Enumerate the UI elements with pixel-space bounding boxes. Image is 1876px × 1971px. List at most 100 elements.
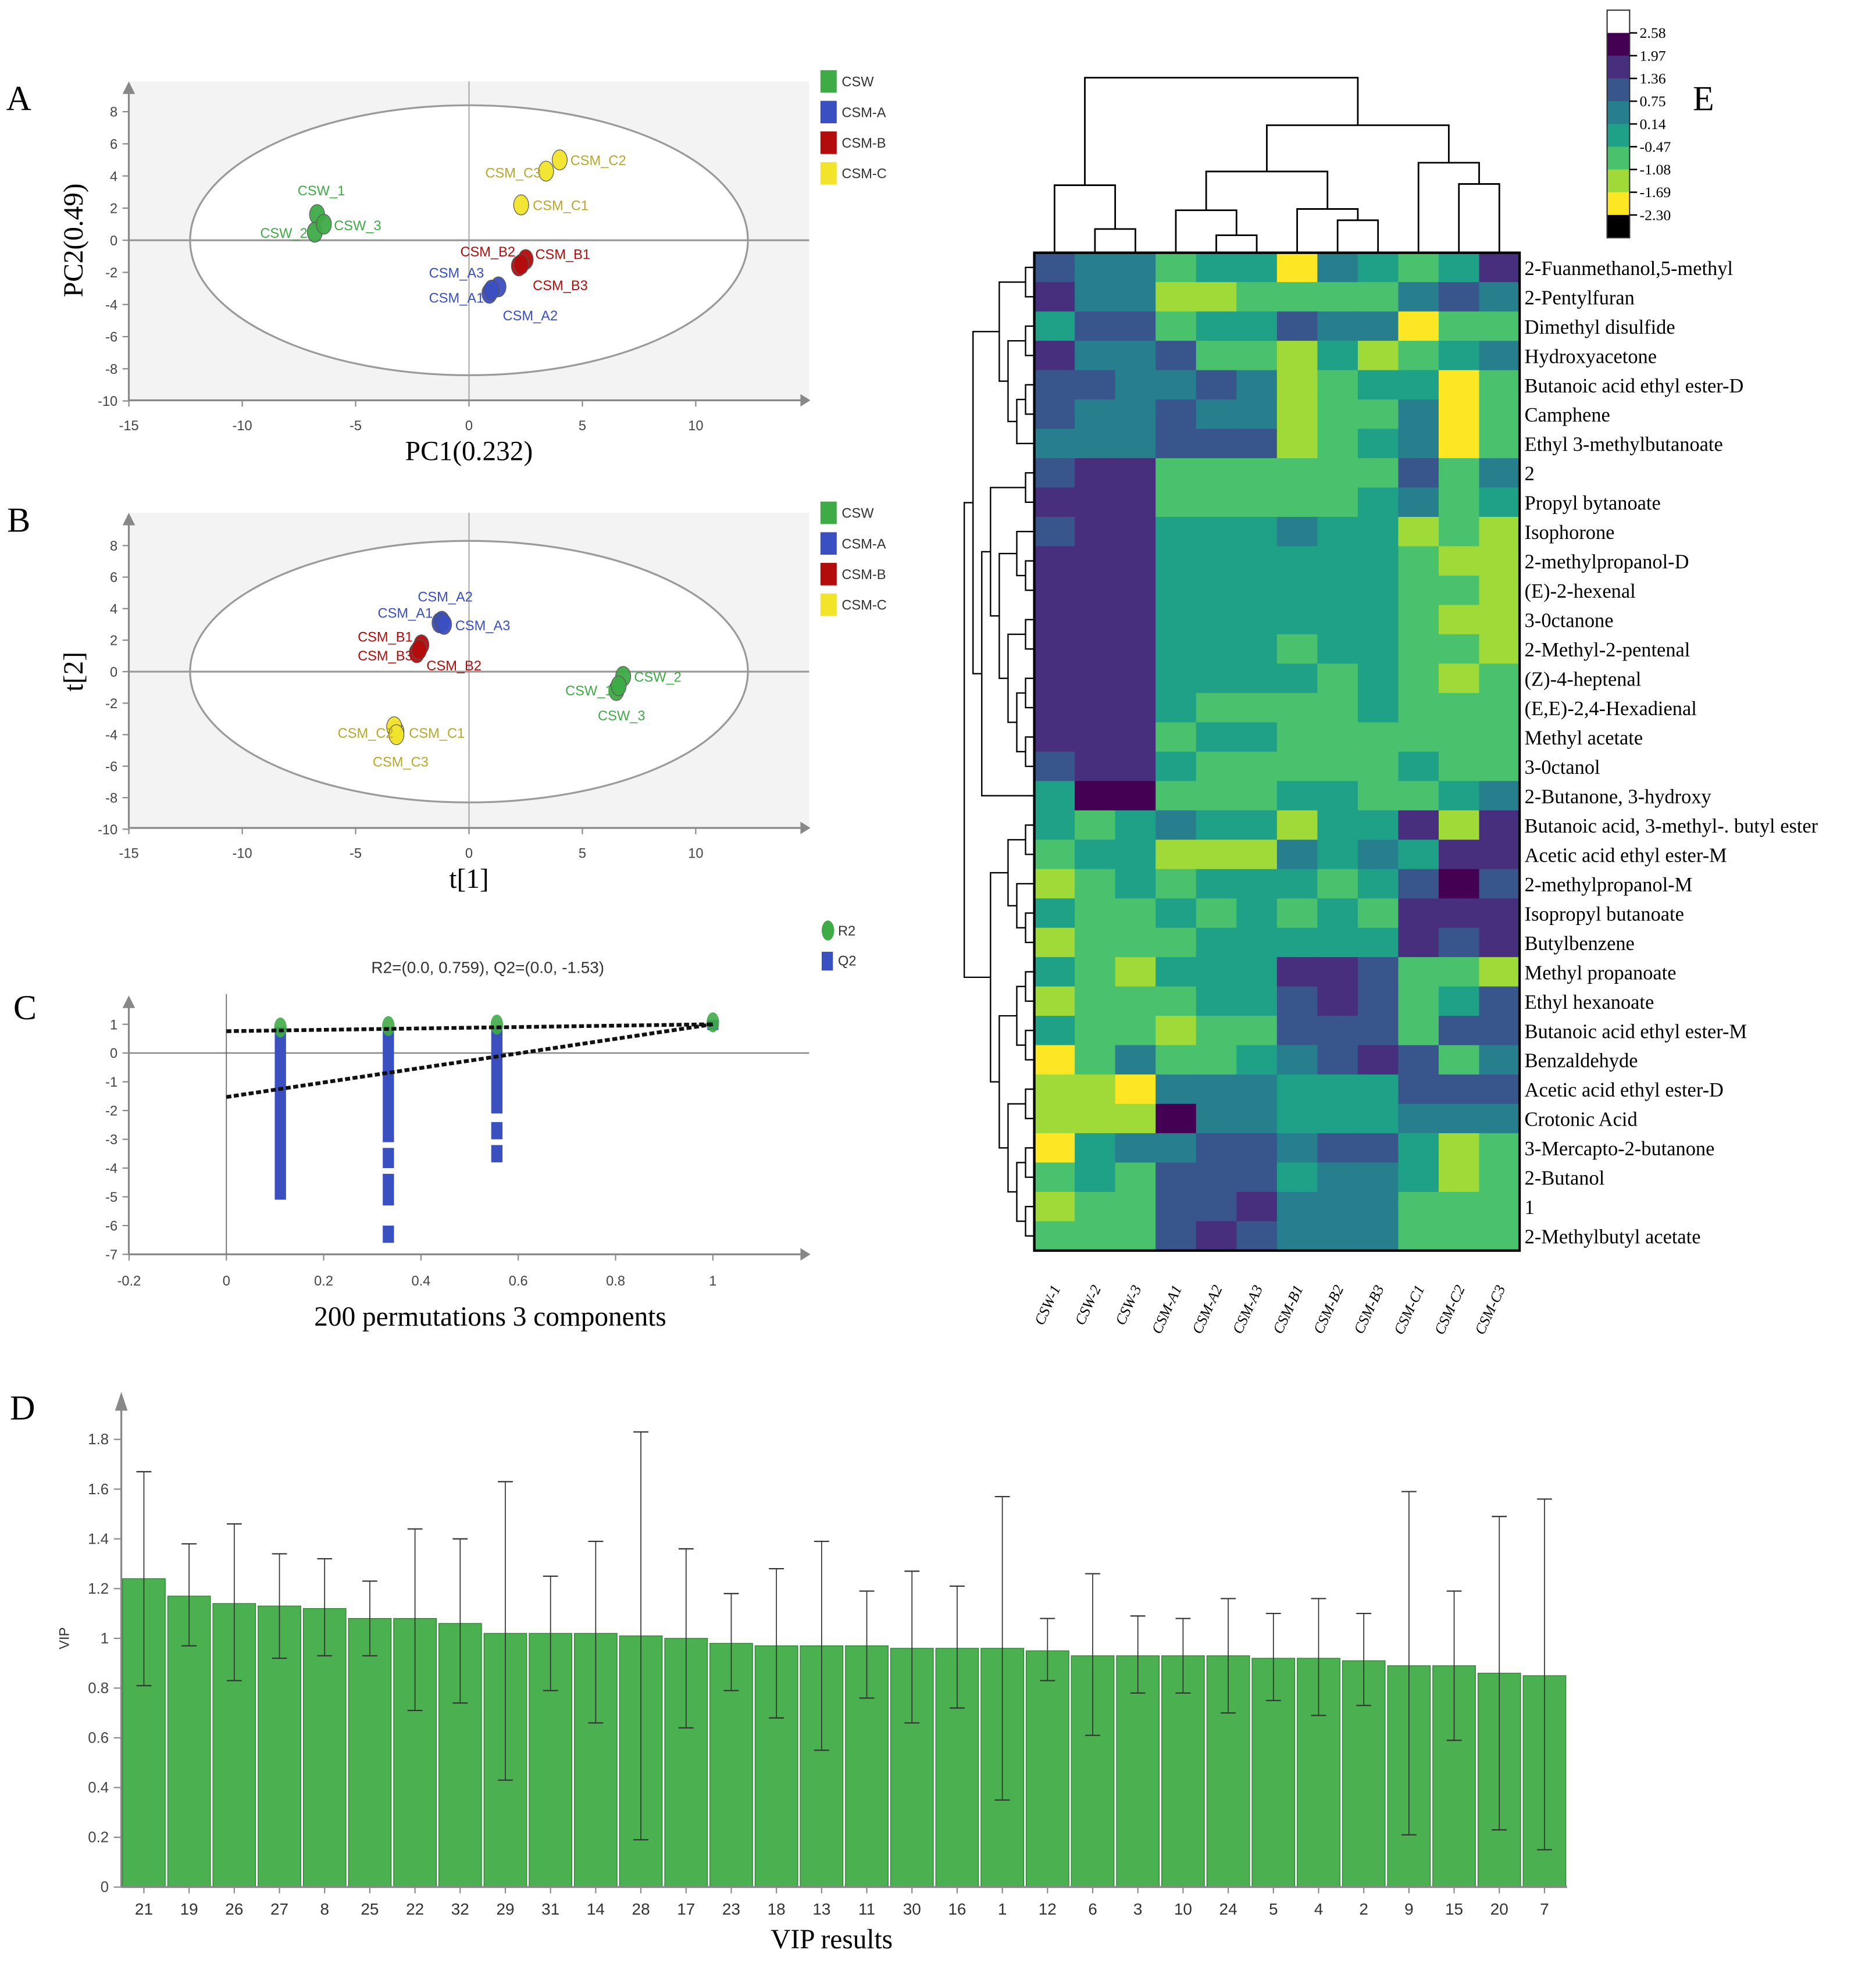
legend-label: CSM-B bbox=[841, 567, 886, 583]
heatmap-cell bbox=[1479, 1074, 1520, 1105]
column-dendrogram-link bbox=[1175, 209, 1237, 253]
heatmap-cell bbox=[1034, 370, 1075, 400]
row-label: 3-Mercapto-2-butanone bbox=[1525, 1138, 1715, 1160]
x-tick-label: 8 bbox=[320, 1900, 329, 1918]
heatmap-cell bbox=[1075, 898, 1116, 929]
row-dendrogram-link bbox=[990, 487, 1026, 617]
heatmap-cell bbox=[1276, 1045, 1318, 1075]
heatmap-cell bbox=[1115, 1104, 1157, 1134]
y-axis-arrow bbox=[122, 81, 135, 94]
heatmap-cell bbox=[1276, 370, 1318, 400]
heatmap-cell bbox=[1317, 1221, 1358, 1251]
heatmap-cell bbox=[1236, 898, 1278, 929]
heatmap-cell bbox=[1317, 575, 1358, 606]
heatmap-cell bbox=[1115, 840, 1157, 870]
q2-point-stack bbox=[274, 1027, 286, 1200]
column-dendrogram-link bbox=[1215, 234, 1258, 253]
colorbar-tick-label: -2.30 bbox=[1640, 206, 1671, 223]
heatmap-cell bbox=[1317, 722, 1358, 752]
row-label: 2-Methylbutyl acetate bbox=[1525, 1226, 1701, 1248]
heatmap-cell bbox=[1357, 370, 1399, 400]
x-tick-label: -5 bbox=[349, 419, 362, 434]
heatmap-cell bbox=[1155, 399, 1197, 430]
heatmap-cell bbox=[1276, 722, 1318, 752]
heatmap-cell bbox=[1438, 692, 1480, 723]
point-label: CSM_C3 bbox=[485, 166, 541, 181]
heatmap-cell bbox=[1276, 546, 1318, 576]
heatmap-cell bbox=[1034, 722, 1075, 752]
row-label: Camphene bbox=[1525, 404, 1610, 426]
row-label: (E)-2-hexenal bbox=[1525, 580, 1636, 602]
y-tick-label: 0 bbox=[101, 1879, 109, 1895]
heatmap-cell bbox=[1115, 399, 1157, 430]
y-tick-label: 8 bbox=[110, 105, 117, 120]
heatmap-cell bbox=[1438, 487, 1480, 517]
heatmap-cell bbox=[1438, 927, 1480, 958]
heatmap-cell bbox=[1276, 634, 1318, 665]
heatmap-cell bbox=[1115, 692, 1157, 723]
heatmap-cell bbox=[1075, 869, 1116, 899]
heatmap-cell bbox=[1115, 429, 1157, 459]
heatmap-cell bbox=[1196, 546, 1237, 576]
x-tick-label: 29 bbox=[496, 1900, 514, 1918]
heatmap-cell bbox=[1479, 722, 1520, 752]
heatmap-cell bbox=[1479, 957, 1520, 987]
heatmap-cell bbox=[1398, 751, 1439, 782]
data-point bbox=[611, 675, 627, 697]
heatmap-cell bbox=[1479, 487, 1520, 517]
heatmap-cell bbox=[1155, 840, 1197, 870]
heatmap-cell bbox=[1034, 986, 1075, 1016]
heatmap-cell bbox=[1236, 1104, 1278, 1134]
heatmap-cell bbox=[1357, 810, 1399, 841]
y-tick-label: -8 bbox=[105, 362, 117, 377]
heatmap-cell bbox=[1276, 1104, 1318, 1134]
heatmap-cell bbox=[1075, 1191, 1116, 1222]
row-dendrogram-link bbox=[1016, 1162, 1026, 1222]
heatmap-cell bbox=[1357, 1221, 1399, 1251]
point-label: CSM_A3 bbox=[455, 619, 511, 634]
heatmap-cell bbox=[1155, 252, 1197, 283]
y-tick-label: 0.6 bbox=[88, 1730, 109, 1747]
r2-point bbox=[382, 1016, 395, 1036]
heatmap-cell bbox=[1357, 898, 1399, 929]
row-dendrogram-link bbox=[1025, 912, 1035, 944]
heatmap-cell bbox=[1479, 869, 1520, 899]
heatmap-cell bbox=[1155, 927, 1197, 958]
x-tick-label: 5 bbox=[579, 419, 586, 434]
x-tick-label: -10 bbox=[232, 419, 252, 434]
heatmap-cell bbox=[1196, 429, 1237, 459]
heatmap-cell bbox=[1196, 986, 1237, 1016]
y-tick-label: -4 bbox=[105, 1162, 117, 1177]
y-tick-label: -7 bbox=[105, 1248, 117, 1263]
heatmap-cell bbox=[1357, 1191, 1399, 1222]
row-label: Ethyl hexanoate bbox=[1525, 991, 1654, 1013]
heatmap-cell bbox=[1276, 517, 1318, 547]
point-label: CSM_A2 bbox=[418, 590, 473, 605]
heatmap-cell bbox=[1155, 282, 1197, 312]
heatmap-cell bbox=[1438, 663, 1480, 694]
heatmap-cell bbox=[1438, 869, 1480, 899]
heatmap-cell bbox=[1438, 311, 1480, 342]
heatmap-cell bbox=[1398, 575, 1439, 606]
heatmap-cell bbox=[1196, 1016, 1237, 1046]
heatmap-cell bbox=[1115, 252, 1157, 283]
y-tick-label: 1 bbox=[101, 1630, 109, 1647]
heatmap-cell bbox=[1357, 282, 1399, 312]
heatmap-cell bbox=[1034, 1221, 1075, 1251]
x-axis-arrow bbox=[800, 822, 811, 834]
heatmap-cell bbox=[1075, 458, 1116, 488]
heatmap-cell bbox=[1479, 546, 1520, 576]
heatmap-cell bbox=[1115, 311, 1157, 342]
heatmap-cell bbox=[1479, 605, 1520, 635]
data-point bbox=[513, 253, 529, 275]
row-label: Butanoic acid ethyl ester-M bbox=[1525, 1020, 1747, 1042]
heatmap-cell bbox=[1479, 517, 1520, 547]
heatmap-cell bbox=[1276, 429, 1318, 459]
heatmap-cell bbox=[1034, 840, 1075, 870]
legend-label: CSW bbox=[841, 506, 874, 522]
row-label: 2 bbox=[1525, 463, 1535, 485]
x-tick-label: 5 bbox=[1269, 1900, 1278, 1918]
heatmap-cell bbox=[1276, 282, 1318, 312]
heatmap-cell bbox=[1276, 1133, 1318, 1163]
y-tick-label: -10 bbox=[98, 823, 117, 838]
